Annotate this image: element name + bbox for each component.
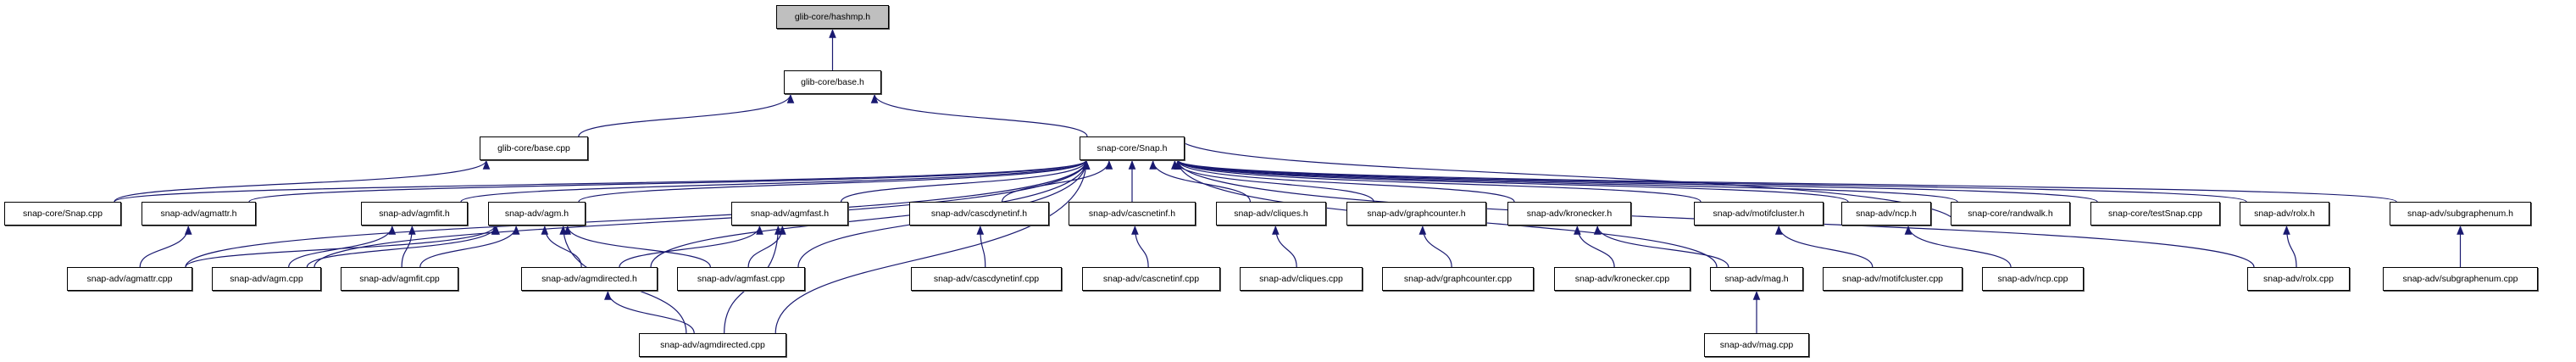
node-snap-adv-agm-h[interactable]: snap-adv/agm.h: [488, 202, 586, 226]
edge-snap-adv-agmattr-h-to-snap-core-snap-h: [248, 159, 1090, 203]
node-snap-adv-agmattr-h[interactable]: snap-adv/agmattr.h: [142, 202, 256, 226]
edge-snap-adv-rolx-cpp-to-snap-adv-rolx-h: [2283, 225, 2297, 268]
edge-snap-core-testsnap-cpp-to-snap-core-snap-h: [1174, 159, 2098, 203]
edge-glib-core-base-cpp-to-glib-core-base-h: [578, 93, 795, 137]
edge-snap-adv-kronecker-cpp-to-snap-adv-kronecker-h: [1574, 225, 1615, 268]
edge-snap-adv-agmdirected-h-to-snap-adv-agm-h: [541, 225, 582, 268]
node-snap-adv-agm-cpp[interactable]: snap-adv/agm.cpp: [212, 267, 321, 291]
node-snap-core-snap-cpp[interactable]: snap-core/Snap.cpp: [4, 202, 121, 226]
edge-snap-adv-mag-h-to-snap-adv-kronecker-h: [1593, 225, 1729, 268]
node-snap-adv-ncp-h[interactable]: snap-adv/ncp.h: [1841, 202, 1931, 226]
node-snap-adv-graphcounter-cpp[interactable]: snap-adv/graphcounter.cpp: [1382, 267, 1534, 291]
edge-snap-core-snap-cpp-to-snap-core-snap-h: [114, 159, 1090, 203]
node-snap-adv-rolx-cpp[interactable]: snap-adv/rolx.cpp: [2247, 267, 2350, 291]
edge-snap-adv-subgraphenum-h-to-snap-core-snap-h: [1174, 159, 2397, 203]
node-snap-adv-agmattr-cpp[interactable]: snap-adv/agmattr.cpp: [67, 267, 192, 291]
edge-snap-adv-kronecker-h-to-snap-core-snap-h: [1174, 159, 1515, 203]
node-snap-adv-ncp-cpp[interactable]: snap-adv/ncp.cpp: [1982, 267, 2084, 291]
node-snap-adv-agmdirected-cpp[interactable]: snap-adv/agmdirected.cpp: [639, 333, 786, 357]
edge-snap-adv-agmfast-h-to-snap-core-snap-h: [841, 159, 1091, 203]
edge-snap-adv-agmfast-cpp-to-snap-adv-agmfast-h: [747, 225, 786, 268]
edge-snap-adv-agm-cpp-to-snap-adv-agmfit-h: [288, 225, 397, 268]
node-snap-adv-kronecker-h[interactable]: snap-adv/kronecker.h: [1507, 202, 1631, 226]
edge-snap-adv-ncp-cpp-to-snap-adv-ncp-h: [1904, 225, 2012, 268]
edge-snap-adv-cascdynetinf-cpp-to-snap-adv-cascdynetinf-h: [976, 225, 986, 268]
edge-snap-adv-agmattr-cpp-to-snap-adv-agm-h: [185, 225, 499, 268]
node-snap-core-randwalk-h[interactable]: snap-core/randwalk.h: [1951, 202, 2070, 226]
node-snap-adv-agmfit-h[interactable]: snap-adv/agmfit.h: [361, 202, 468, 226]
edge-snap-adv-agm-h-to-snap-core-snap-h: [578, 159, 1091, 203]
edge-snap-adv-cascnetinf-cpp-to-snap-adv-cascnetinf-h: [1131, 225, 1149, 268]
node-snap-adv-agmdirected-h[interactable]: snap-adv/agmdirected.h: [521, 267, 658, 291]
edge-snap-adv-agm-cpp-to-snap-adv-agm-h: [306, 225, 500, 268]
edge-snap-core-snap-h-to-glib-core-base-h: [870, 93, 1088, 137]
node-snap-adv-cascnetinf-h[interactable]: snap-adv/cascnetinf.h: [1069, 202, 1196, 226]
edge-snap-adv-agmdirected-h-to-snap-core-snap-h: [650, 159, 1091, 268]
node-snap-adv-agmfit-cpp[interactable]: snap-adv/agmfit.cpp: [341, 267, 458, 291]
edge-snap-core-randwalk-h-to-snap-core-snap-h: [1174, 159, 1958, 203]
edge-snap-adv-motifcluster-cpp-to-snap-adv-motifcluster-h: [1774, 225, 1874, 268]
edge-snap-adv-agmattr-cpp-to-snap-core-snap-h: [185, 159, 1091, 268]
edge-snap-adv-cascdynetinf-h-to-snap-core-snap-h: [1001, 159, 1113, 203]
edge-snap-adv-agmattr-cpp-to-snap-adv-agmattr-h: [139, 225, 192, 268]
node-snap-adv-motifcluster-cpp[interactable]: snap-adv/motifcluster.cpp: [1823, 267, 1963, 291]
node-snap-adv-cliques-h[interactable]: snap-adv/cliques.h: [1216, 202, 1326, 226]
edge-snap-adv-cliques-cpp-to-snap-adv-cliques-h: [1272, 225, 1297, 268]
node-snap-adv-mag-cpp[interactable]: snap-adv/mag.cpp: [1704, 333, 1809, 357]
edge-snap-adv-agmdirected-h-to-snap-adv-agmfast-h: [619, 225, 763, 268]
node-snap-adv-cascdynetinf-h[interactable]: snap-adv/cascdynetinf.h: [909, 202, 1049, 226]
node-snap-adv-rolx-h[interactable]: snap-adv/rolx.h: [2240, 202, 2329, 226]
edge-snap-adv-agmfit-cpp-to-snap-adv-agmfit-h: [401, 225, 416, 268]
node-snap-adv-cascnetinf-cpp[interactable]: snap-adv/cascnetinf.cpp: [1082, 267, 1220, 291]
node-snap-adv-motifcluster-h[interactable]: snap-adv/motifcluster.h: [1694, 202, 1824, 226]
edge-snap-adv-agmfast-cpp-to-snap-adv-agm-h: [564, 225, 711, 268]
node-snap-adv-subgraphenum-h[interactable]: snap-adv/subgraphenum.h: [2390, 202, 2531, 226]
node-glib-core-hashmp-h[interactable]: glib-core/hashmp.h: [776, 5, 889, 29]
node-snap-adv-agmfast-h[interactable]: snap-adv/agmfast.h: [731, 202, 848, 226]
edge-snap-adv-agmdirected-cpp-to-snap-adv-agmdirected-h: [604, 290, 695, 334]
edge-snap-adv-agmfit-cpp-to-snap-adv-agm-h: [419, 225, 520, 268]
edge-snap-adv-ncp-h-to-snap-core-snap-h: [1174, 159, 1849, 203]
edge-snap-adv-rolx-h-to-snap-core-snap-h: [1174, 159, 2247, 203]
node-snap-core-testsnap-cpp[interactable]: snap-core/testSnap.cpp: [2090, 202, 2220, 226]
edge-snap-adv-motifcluster-h-to-snap-core-snap-h: [1174, 159, 1702, 203]
node-snap-adv-graphcounter-h[interactable]: snap-adv/graphcounter.h: [1346, 202, 1486, 226]
node-glib-core-base-cpp[interactable]: glib-core/base.cpp: [480, 136, 588, 160]
node-snap-adv-mag-h[interactable]: snap-adv/mag.h: [1710, 267, 1803, 291]
node-snap-adv-subgraphenum-cpp[interactable]: snap-adv/subgraphenum.cpp: [2383, 267, 2538, 291]
node-snap-adv-agmfast-cpp[interactable]: snap-adv/agmfast.cpp: [677, 267, 805, 291]
edge-snap-adv-graphcounter-cpp-to-snap-adv-graphcounter-h: [1418, 225, 1452, 268]
edge-snap-adv-agmfit-h-to-snap-core-snap-h: [460, 159, 1091, 203]
node-snap-adv-cascdynetinf-cpp[interactable]: snap-adv/cascdynetinf.cpp: [911, 267, 1062, 291]
node-snap-adv-cliques-cpp[interactable]: snap-adv/cliques.cpp: [1240, 267, 1363, 291]
node-snap-adv-kronecker-cpp[interactable]: snap-adv/kronecker.cpp: [1554, 267, 1690, 291]
node-snap-core-snap-h[interactable]: snap-core/Snap.h: [1080, 136, 1185, 160]
node-glib-core-base-h[interactable]: glib-core/base.h: [784, 70, 881, 94]
edge-snap-adv-agmdirected-cpp-to-snap-core-snap-h: [774, 159, 1091, 334]
edge-snap-core-snap-cpp-to-glib-core-base-cpp: [114, 159, 491, 203]
